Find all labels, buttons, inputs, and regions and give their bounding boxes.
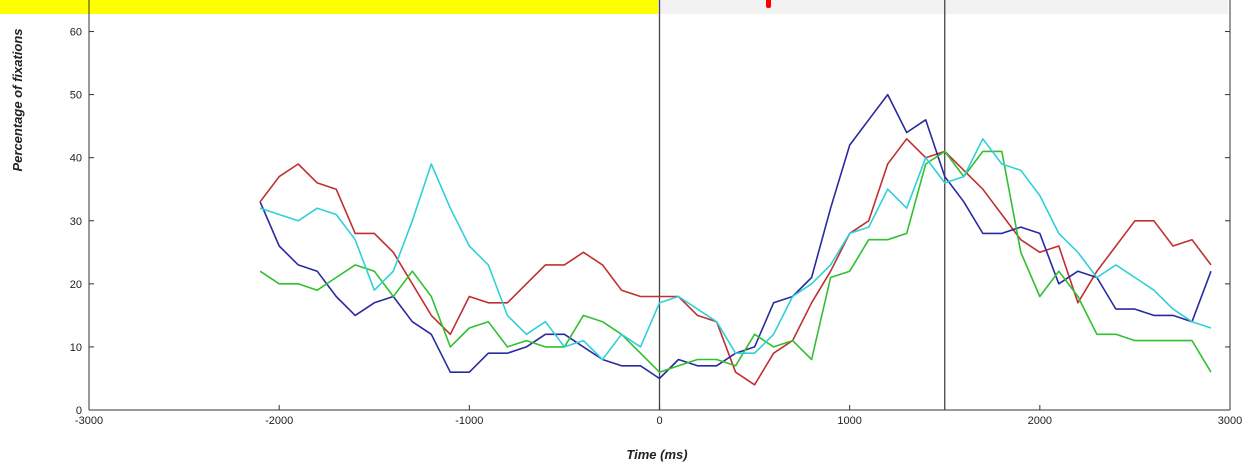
y-tick-label: 60 [70, 27, 82, 39]
y-tick-label: 20 [70, 279, 82, 291]
top-banner-yellow [0, 0, 658, 14]
y-tick-label: 30 [70, 216, 82, 228]
x-tick-label: -3000 [75, 415, 103, 427]
top-banner-red-mark [766, 0, 771, 8]
top-banner-gray [658, 0, 1228, 14]
y-axis-title: Percentage of fixations [10, 28, 25, 171]
y-tick-label: 50 [70, 90, 82, 102]
series-line [259, 138, 1212, 386]
x-axis-ticks: -3000 -2000 -1000 0 1000 2000 3000 [75, 405, 1242, 427]
vertical-reference-lines [658, 0, 946, 410]
x-axis-title: Time (ms) [626, 447, 687, 462]
x-tick-label: -2000 [265, 415, 293, 427]
y-axis-ticks: 0 10 20 30 40 50 60 [70, 27, 1230, 417]
y-tick-label: 0 [76, 405, 82, 417]
x-tick-label: 1000 [837, 415, 861, 427]
series-line [259, 93, 1212, 380]
x-tick-label: 2000 [1028, 415, 1052, 427]
series-line [259, 138, 1212, 361]
y-tick-label: 40 [70, 153, 82, 165]
series-line [259, 150, 1212, 374]
x-tick-label: 3000 [1218, 415, 1242, 427]
data-series [259, 93, 1212, 386]
x-tick-label: -1000 [455, 415, 483, 427]
y-tick-label: 10 [70, 342, 82, 354]
x-tick-label: 0 [656, 415, 662, 427]
